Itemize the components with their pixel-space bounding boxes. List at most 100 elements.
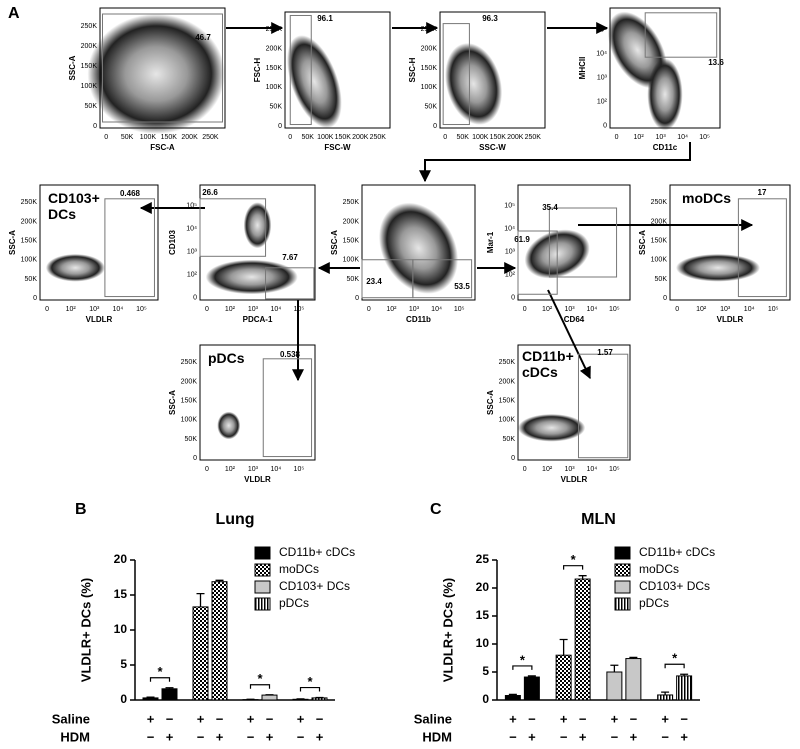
y-tick-label: 0 <box>93 123 97 130</box>
error-bar <box>508 693 517 696</box>
bar <box>261 694 278 701</box>
y-tick-label: 250K <box>499 359 516 366</box>
gate <box>644 12 718 58</box>
row-sign: − <box>630 711 638 726</box>
y-tick-label: 50K <box>25 276 38 283</box>
row-sign: − <box>216 711 224 726</box>
significance-bracket <box>664 663 685 669</box>
y-tick-label: 0 <box>193 295 197 302</box>
density-cloud <box>445 42 503 125</box>
y-tick-label: 0 <box>433 123 437 130</box>
row-sign: + <box>680 729 688 744</box>
legend-swatch <box>614 580 631 594</box>
row-sign: − <box>197 729 205 744</box>
x-tick-label: 0 <box>523 466 527 473</box>
significance-bracket <box>299 686 321 692</box>
y-axis-label: FSC-H <box>253 58 262 83</box>
x-tick-label: 10³ <box>89 306 100 313</box>
bar <box>211 581 228 701</box>
y-tick-label: 50K <box>503 436 516 443</box>
x-tick-label: 10⁴ <box>587 306 598 313</box>
gate <box>262 358 313 458</box>
y-tick-label: 200K <box>21 218 38 225</box>
significance: * <box>520 652 526 667</box>
y-tick-label: 5 <box>482 664 489 678</box>
gate <box>577 353 629 459</box>
bar <box>606 671 623 701</box>
y-tick-label: 200K <box>81 43 98 50</box>
y-tick-label: 150K <box>266 65 283 72</box>
flow-plot: 96.10 50K 100K 150K 200K 250K050K100K150K200K… <box>253 11 391 152</box>
legend-label: pDCs <box>639 596 669 610</box>
row-sign: − <box>680 711 688 726</box>
legend-swatch <box>254 546 271 560</box>
chart-title: MLN <box>581 511 616 528</box>
chart-title: Lung <box>215 511 254 528</box>
flow-plot: 17 0 10² 10³ 10⁴ 10⁵ 0 50K 100K 150K 200K 250K VLDLR… <box>638 184 791 324</box>
gate-value: 96.1 <box>317 14 333 23</box>
panel-label: C <box>430 501 442 518</box>
x-tick-label: 10³ <box>248 466 259 473</box>
significance: * <box>307 674 313 689</box>
x-tick-label: 200K <box>352 134 369 141</box>
row-sign: − <box>147 729 155 744</box>
legend-swatch <box>614 563 631 577</box>
plot-title: pDCs <box>208 350 245 366</box>
significance-bracket <box>563 565 584 570</box>
gate-value: 26.6 <box>202 188 218 197</box>
x-tick-label: 0 <box>443 134 447 141</box>
y-tick-label: 250K <box>81 23 98 30</box>
y-tick-label: 10³ <box>187 249 198 256</box>
y-axis-label: SSC-A <box>330 230 339 255</box>
flow-plot: 23.4 53.5 0 10² 10³ 10⁴ 10⁵ 0 50K 100K 150K 200K 250… <box>330 184 476 324</box>
gate <box>102 13 223 123</box>
density-cloud <box>378 202 459 294</box>
row-sign: − <box>528 711 536 726</box>
y-tick-label: 200K <box>421 46 438 53</box>
y-tick-label: 10² <box>505 272 516 279</box>
y-tick-label: 50K <box>270 104 283 111</box>
legend-label: CD103+ DCs <box>639 579 710 593</box>
significance: * <box>672 651 678 666</box>
row-label: HDM <box>60 729 90 744</box>
y-tick-label: 50K <box>425 104 438 111</box>
y-tick-label: 10³ <box>505 249 516 256</box>
density-cloud <box>243 202 272 249</box>
y-tick-label: 200K <box>499 378 516 385</box>
plot-frame <box>669 184 791 301</box>
x-tick-label: 250K <box>525 134 542 141</box>
y-tick-label: 0 <box>355 295 359 302</box>
plot-title: moDCs <box>682 190 732 206</box>
y-tick-label: 50K <box>347 276 360 283</box>
x-tick-label: 100K <box>140 134 157 141</box>
error-bar <box>527 675 536 678</box>
row-sign: + <box>197 711 205 726</box>
gate-value: 35.4 <box>542 203 558 212</box>
x-tick-label: 150K <box>490 134 507 141</box>
y-tick-label: 250K <box>266 26 283 33</box>
bar <box>657 694 674 701</box>
legend-label: pDCs <box>279 596 309 610</box>
x-tick-label: 50K <box>457 134 470 141</box>
error-bar <box>661 691 670 695</box>
x-axis-label: CD64 <box>564 315 585 324</box>
bar-chart: B Lung VLDLR+ DCs (%) 0 5 10 15 20 * CD11b+ cDCs m… <box>52 501 355 744</box>
row-sign: + <box>630 729 638 744</box>
gate <box>265 267 315 300</box>
y-tick-label: 200K <box>343 218 360 225</box>
bar-chart: C MLN VLDLR+ DCs (%) 0 5 10 15 20 25 * CD11b+ cDCs… <box>414 501 715 744</box>
y-tick-label: 20 <box>114 552 128 566</box>
x-tick-label: 100K <box>317 134 334 141</box>
x-tick-label: 0 <box>367 306 371 313</box>
flow-plot: 46.70 50K 100K 150K 200K 250K050K100K150K200K… <box>68 7 226 152</box>
x-axis-label: CD11b <box>406 315 431 324</box>
gate-value: 1.57 <box>597 348 613 357</box>
x-tick-label: 10⁵ <box>609 466 620 473</box>
density-cloud <box>518 414 586 442</box>
y-tick-label: 15 <box>114 587 128 601</box>
y-tick-label: 10⁵ <box>596 26 607 33</box>
y-tick-label: 250K <box>343 199 360 206</box>
error-bar <box>610 664 619 672</box>
y-tick-label: 50K <box>85 103 98 110</box>
error-bar <box>215 579 224 582</box>
